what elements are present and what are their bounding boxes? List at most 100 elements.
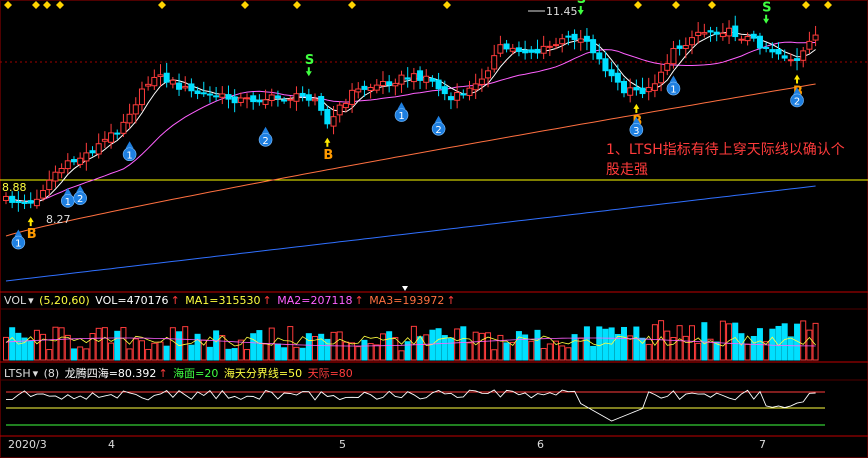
candle bbox=[485, 70, 492, 79]
volume-bar bbox=[676, 325, 683, 361]
candle bbox=[534, 48, 541, 54]
candle bbox=[355, 88, 362, 93]
number-badge bbox=[258, 132, 273, 147]
candle bbox=[423, 75, 430, 83]
volume-bar bbox=[763, 341, 770, 361]
volume-legend: VOL ▾ (5,20,60) VOL=470176 ↑ MA1=315530 ↑ M… bbox=[4, 294, 458, 307]
volume-bar bbox=[9, 327, 16, 361]
ltsh-legend: LTSH ▾ (8) 龙腾四海=80.392 ↑ 海面=20 海天分界线=50 天际… bbox=[4, 365, 355, 381]
volume-bar bbox=[509, 341, 516, 361]
candle bbox=[540, 45, 547, 54]
cursor-marker bbox=[402, 286, 408, 291]
volume-bar bbox=[713, 341, 720, 361]
candle bbox=[101, 138, 108, 142]
volume-bar bbox=[138, 340, 145, 361]
volume-bar bbox=[583, 326, 590, 361]
buy-signal: B bbox=[27, 227, 37, 242]
ma20-line bbox=[5, 41, 816, 203]
pointer-icon bbox=[76, 185, 85, 193]
signal-diamond bbox=[348, 1, 356, 9]
candle bbox=[460, 93, 467, 96]
volume-bar bbox=[126, 348, 133, 361]
volume-bar bbox=[621, 326, 627, 361]
candle bbox=[651, 83, 658, 91]
number-label: 2 bbox=[794, 96, 800, 107]
ltsh-title[interactable]: LTSH bbox=[4, 367, 31, 380]
number-label: 2 bbox=[435, 125, 441, 136]
candle bbox=[571, 33, 578, 40]
candle bbox=[163, 72, 170, 83]
buy-arrow-icon bbox=[794, 74, 801, 84]
vol-title[interactable]: VOL bbox=[4, 294, 27, 307]
ma5-line bbox=[5, 31, 816, 203]
ltsh-params: (8) bbox=[43, 367, 60, 380]
volume-bar bbox=[305, 333, 312, 361]
volume-bar bbox=[732, 322, 739, 361]
vol-value: VOL=470176 bbox=[95, 294, 169, 307]
candle bbox=[794, 58, 801, 61]
volume-bar bbox=[157, 341, 164, 361]
candle bbox=[157, 74, 164, 77]
volume-bar bbox=[293, 346, 300, 361]
candle bbox=[466, 87, 473, 96]
candle bbox=[719, 32, 726, 38]
x-label: 2020/3 bbox=[8, 438, 47, 451]
volume-bar bbox=[3, 336, 9, 361]
candle bbox=[268, 94, 275, 101]
pointer-icon bbox=[397, 102, 406, 110]
volume-bar bbox=[188, 344, 195, 361]
candle bbox=[305, 94, 312, 101]
high-price-label: 11.45 bbox=[546, 5, 578, 18]
candle bbox=[225, 94, 232, 100]
candle bbox=[312, 98, 318, 102]
volume-bar bbox=[423, 334, 430, 361]
volume-bar bbox=[379, 333, 386, 361]
candle bbox=[435, 79, 442, 90]
sell-signal: S bbox=[305, 53, 314, 68]
candle bbox=[231, 96, 238, 104]
volume-bar bbox=[472, 331, 479, 361]
candle bbox=[169, 79, 176, 85]
number-badge bbox=[629, 123, 644, 137]
volume-bar bbox=[213, 330, 220, 361]
candle bbox=[509, 47, 516, 52]
candle bbox=[219, 93, 226, 98]
dropdown-icon[interactable]: ▾ bbox=[28, 294, 34, 307]
vol-ma1-line bbox=[5, 335, 816, 347]
pointer-icon bbox=[14, 229, 23, 237]
volume-bar bbox=[274, 343, 281, 361]
volume-bar bbox=[231, 348, 238, 361]
number-label: 2 bbox=[262, 136, 268, 147]
volume-bar bbox=[485, 332, 492, 361]
candle bbox=[373, 84, 380, 91]
candle bbox=[454, 92, 461, 101]
candle bbox=[478, 78, 485, 85]
candle bbox=[188, 83, 195, 92]
candle bbox=[583, 35, 590, 42]
number-badge bbox=[431, 121, 446, 136]
volume-bar bbox=[590, 345, 597, 361]
volume-bar bbox=[565, 347, 572, 361]
volume-bar bbox=[281, 347, 288, 361]
candle bbox=[676, 45, 683, 49]
candle bbox=[70, 159, 77, 163]
candle bbox=[318, 95, 325, 111]
volume-bar bbox=[750, 335, 757, 361]
volume-bar bbox=[182, 326, 189, 361]
volume-bar bbox=[163, 345, 170, 361]
candle bbox=[781, 55, 788, 59]
candle bbox=[52, 171, 59, 182]
dropdown-icon[interactable]: ▾ bbox=[32, 367, 39, 380]
candle bbox=[120, 121, 127, 134]
volume-bar bbox=[528, 340, 535, 361]
vol-ma2-line bbox=[5, 337, 816, 347]
volume-bar bbox=[658, 320, 665, 361]
volume-bar bbox=[33, 329, 40, 361]
candle bbox=[404, 77, 411, 80]
volume-bar bbox=[812, 322, 819, 361]
number-badge bbox=[122, 147, 137, 162]
signal-diamond bbox=[293, 1, 301, 9]
buy-signal: B bbox=[323, 148, 333, 163]
candle bbox=[688, 37, 695, 46]
